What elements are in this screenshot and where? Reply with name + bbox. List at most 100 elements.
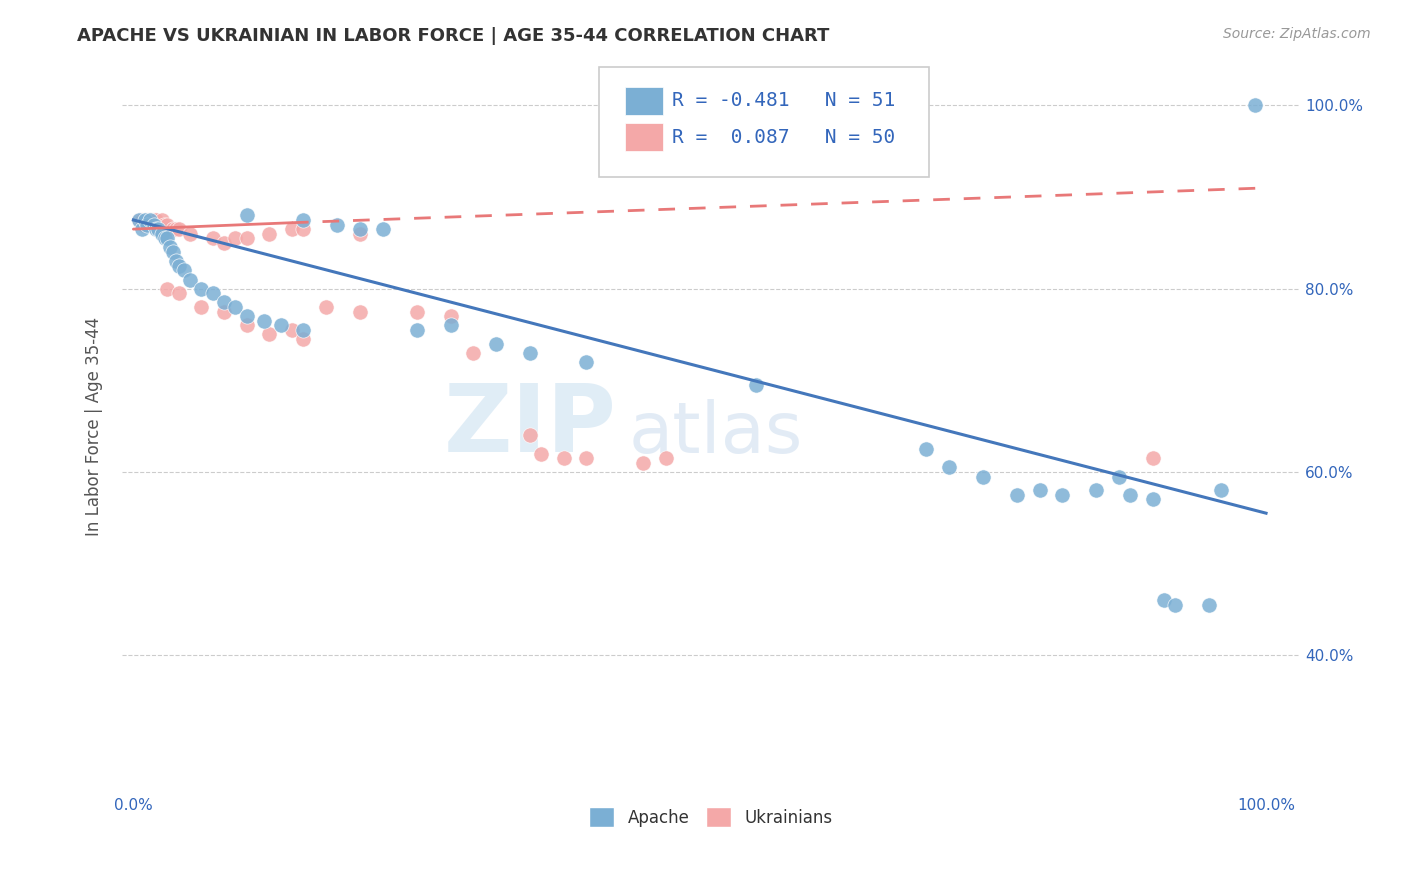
Point xyxy=(212,295,235,310)
Point xyxy=(190,300,212,314)
Point xyxy=(575,451,598,466)
Point xyxy=(201,286,224,301)
Point xyxy=(1198,598,1220,612)
Point xyxy=(128,213,150,227)
Point xyxy=(349,227,371,241)
Point xyxy=(212,235,235,250)
Point xyxy=(631,456,654,470)
Point xyxy=(173,263,195,277)
Point xyxy=(165,254,187,268)
Point xyxy=(405,304,427,318)
Point xyxy=(156,282,179,296)
Point xyxy=(156,231,179,245)
Point xyxy=(131,222,153,236)
Point xyxy=(915,442,938,456)
Point xyxy=(138,213,160,227)
Point xyxy=(235,208,257,222)
Point xyxy=(315,300,337,314)
Point xyxy=(292,222,315,236)
Text: R = -0.481   N = 51: R = -0.481 N = 51 xyxy=(672,91,896,110)
Point xyxy=(1119,488,1142,502)
Point xyxy=(1164,598,1187,612)
Point xyxy=(575,355,598,369)
Point xyxy=(253,314,276,328)
Point xyxy=(150,213,173,227)
Point xyxy=(153,218,176,232)
Point xyxy=(281,323,304,337)
Point xyxy=(165,222,187,236)
Point xyxy=(259,227,281,241)
Point xyxy=(135,213,157,227)
Point xyxy=(972,469,994,483)
Point xyxy=(292,332,315,346)
Point xyxy=(745,377,768,392)
Point xyxy=(167,222,190,236)
Point xyxy=(179,272,201,286)
FancyBboxPatch shape xyxy=(599,67,929,177)
Point xyxy=(259,327,281,342)
Point xyxy=(159,240,181,254)
Point xyxy=(349,222,371,236)
Point xyxy=(150,227,173,241)
Point xyxy=(136,213,159,227)
Point xyxy=(128,213,150,227)
Point xyxy=(212,304,235,318)
Point xyxy=(1209,483,1232,498)
Point xyxy=(136,213,159,227)
Point xyxy=(1005,488,1028,502)
Point xyxy=(326,218,349,232)
Point xyxy=(1142,451,1164,466)
Text: R =  0.087   N = 50: R = 0.087 N = 50 xyxy=(672,128,896,147)
Point xyxy=(153,231,176,245)
Point xyxy=(1050,488,1073,502)
Point xyxy=(145,213,167,227)
Legend: Apache, Ukrainians: Apache, Ukrainians xyxy=(581,798,841,836)
Text: ZIP: ZIP xyxy=(444,380,617,472)
Point xyxy=(1108,469,1130,483)
Point xyxy=(148,222,170,236)
FancyBboxPatch shape xyxy=(626,123,662,152)
Point xyxy=(654,451,676,466)
Point xyxy=(485,336,508,351)
Point xyxy=(162,245,184,260)
Point xyxy=(142,218,165,232)
Point xyxy=(162,222,184,236)
Point xyxy=(292,323,315,337)
Point xyxy=(270,318,292,333)
Point xyxy=(349,304,371,318)
Point xyxy=(134,213,156,227)
Point xyxy=(371,222,394,236)
Point xyxy=(131,213,153,227)
Text: atlas: atlas xyxy=(628,399,803,468)
Point xyxy=(553,451,575,466)
Point xyxy=(134,213,156,227)
Point xyxy=(136,218,159,232)
Point xyxy=(938,460,960,475)
Point xyxy=(179,227,201,241)
Point xyxy=(132,218,155,232)
Point xyxy=(167,259,190,273)
Point xyxy=(1142,492,1164,507)
Point xyxy=(519,428,541,442)
Point xyxy=(530,447,553,461)
Point xyxy=(235,309,257,323)
Point xyxy=(142,213,165,227)
Point xyxy=(142,213,165,227)
Point xyxy=(292,213,315,227)
Point xyxy=(145,222,167,236)
Point xyxy=(139,213,162,227)
Point xyxy=(1028,483,1050,498)
Point xyxy=(143,213,166,227)
Point xyxy=(1243,98,1265,112)
Point xyxy=(439,318,461,333)
Point xyxy=(519,346,541,360)
Point xyxy=(439,309,461,323)
Point xyxy=(201,231,224,245)
Point xyxy=(224,231,246,245)
Point xyxy=(156,218,179,232)
Point xyxy=(139,213,162,227)
Point xyxy=(235,318,257,333)
Point xyxy=(141,213,163,227)
Point xyxy=(224,300,246,314)
Point xyxy=(235,231,257,245)
